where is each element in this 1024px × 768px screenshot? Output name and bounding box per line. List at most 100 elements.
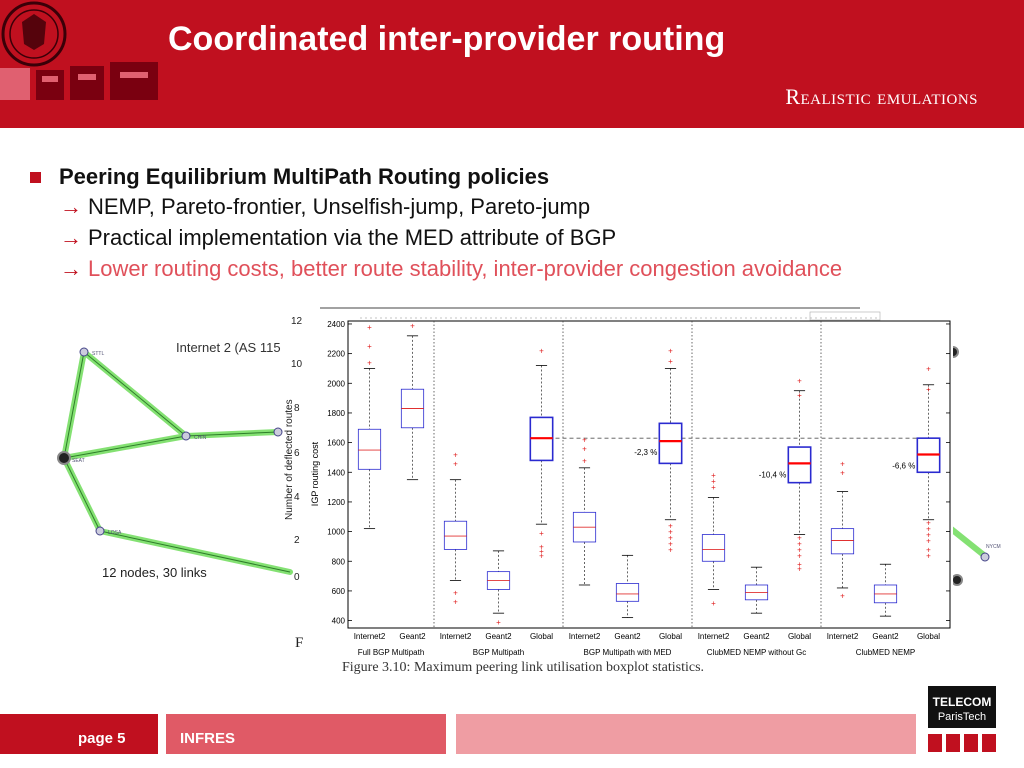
- y-tick-label: 400: [332, 617, 346, 626]
- outlier-marker: +: [840, 468, 845, 477]
- network-map: STTL CHIN SEAT LOSA NYCM Internet 2 (AS …: [57, 340, 1001, 586]
- outlier-marker: +: [926, 536, 931, 545]
- node-label: NYCM: [986, 544, 1001, 550]
- box: [787, 446, 812, 484]
- node-label: CHIN: [194, 435, 207, 441]
- outlier-marker: +: [582, 456, 587, 465]
- bullet-square-icon: [30, 171, 41, 183]
- category-label: Internet2: [440, 632, 472, 641]
- sub-bullet-1-text: NEMP, Pareto-frontier, Unselfish-jump, P…: [88, 194, 591, 219]
- category-label: Global: [530, 632, 553, 641]
- category-label: Internet2: [827, 632, 859, 641]
- chart-grid: [433, 321, 929, 628]
- sub-bullet-3: → Lower routing costs, better route stab…: [60, 255, 1008, 283]
- sub-bullet-1: → NEMP, Pareto-frontier, Unselfish-jump,…: [60, 193, 1008, 221]
- category-label: Internet2: [354, 632, 386, 641]
- category-label: Internet2: [569, 632, 601, 641]
- chart-boxes: +++ +++++++++++++++++++++++++++++++++++++…: [357, 321, 941, 627]
- figure-caption: Figure 3.10: Maximum peering link utilis…: [342, 660, 704, 675]
- y-tick-label: 800: [332, 557, 346, 566]
- category-label: Global: [659, 632, 682, 641]
- outlier-marker: +: [668, 545, 673, 554]
- bg-tick: 10: [291, 359, 303, 370]
- category-label: Global: [917, 632, 940, 641]
- sub-bullet-2: → Practical implementation via the MED a…: [60, 224, 1008, 252]
- sub-bullet-2-text: Practical implementation via the MED att…: [88, 225, 617, 250]
- annotation-label: -10,4 %: [759, 470, 787, 479]
- department-label: INFRES: [180, 730, 236, 747]
- group-label: ClubMED NEMP: [856, 648, 916, 657]
- y-tick-label: 1400: [327, 468, 345, 477]
- node-label: STTL: [92, 351, 104, 357]
- bg-ylabel: Number of deflected routes: [284, 399, 295, 520]
- y-tick-label: 2200: [327, 350, 345, 359]
- box: [443, 520, 468, 550]
- box: [357, 428, 382, 470]
- annotation-label: -6,6 %: [892, 461, 915, 470]
- footer-bar-fill: [456, 714, 916, 754]
- category-label: Geant2: [743, 632, 770, 641]
- outlier-marker: +: [711, 599, 716, 608]
- outlier-marker: +: [797, 534, 802, 543]
- y-tick-label: 1600: [327, 439, 345, 448]
- category-label: Geant2: [872, 632, 899, 641]
- group-label: BGP Multipath with MED: [584, 648, 672, 657]
- network-node-hub: [57, 451, 71, 465]
- telecom-logo-line2: ParisTech: [938, 711, 986, 723]
- outlier-marker: +: [453, 588, 458, 597]
- box: [830, 528, 855, 555]
- outlier-marker: +: [539, 551, 544, 560]
- outlier-marker: +: [926, 525, 931, 534]
- outlier-marker: +: [668, 534, 673, 543]
- category-label: Global: [788, 632, 811, 641]
- network-node-hub: [951, 574, 963, 586]
- outlier-marker: +: [797, 391, 802, 400]
- outlier-marker: +: [496, 618, 501, 627]
- outlier-marker: +: [539, 529, 544, 538]
- outlier-marker: +: [539, 347, 544, 356]
- telecom-paristech-logo: TELECOM ParisTech: [926, 684, 998, 756]
- y-tick-label: 2000: [327, 379, 345, 388]
- annotation-label: -2,3 %: [634, 448, 657, 457]
- box: [701, 534, 726, 562]
- category-label: Geant2: [399, 632, 426, 641]
- plot-area: [347, 320, 951, 629]
- outlier-marker: +: [453, 597, 458, 606]
- outlier-marker: +: [926, 364, 931, 373]
- bg-tick: 0: [294, 572, 300, 583]
- outlier-marker: +: [926, 545, 931, 554]
- outlier-marker: +: [367, 323, 372, 332]
- outlier-marker: +: [453, 450, 458, 459]
- arrow-right-icon: →: [60, 194, 82, 219]
- network-node: [95, 526, 105, 536]
- outlier-marker: +: [453, 459, 458, 468]
- box: [615, 583, 640, 602]
- group-label: BGP Multipath: [473, 648, 524, 657]
- outlier-marker: +: [410, 321, 415, 330]
- outlier-marker: +: [926, 551, 931, 560]
- outlier-marker: +: [711, 477, 716, 486]
- outlier-marker: +: [582, 445, 587, 454]
- bg-tick: 2: [294, 535, 300, 546]
- network-caption: 12 nodes, 30 links: [102, 565, 207, 580]
- outlier-marker: +: [797, 539, 802, 548]
- figure-letter: F: [295, 635, 303, 651]
- bg-tick: 8: [294, 403, 300, 414]
- outlier-marker: +: [668, 357, 673, 366]
- node-label: LOSA: [108, 530, 122, 536]
- outlier-marker: +: [367, 359, 372, 368]
- outlier-marker: +: [926, 385, 931, 394]
- slide-subtitle: Realistic emulations: [785, 84, 978, 109]
- background-axis: 12 10 8 6 4 2 0 Number of deflected rout…: [284, 316, 303, 651]
- slide-header: Coordinated inter-provider routing Reali…: [0, 0, 1024, 128]
- outlier-marker: +: [926, 519, 931, 528]
- arrow-right-icon: →: [60, 225, 82, 250]
- y-tick-label: 1000: [327, 528, 345, 537]
- outlier-marker: +: [840, 459, 845, 468]
- network-title: Internet 2 (AS 115: [176, 340, 281, 355]
- outlier-marker: +: [582, 436, 587, 445]
- outlier-marker: +: [797, 565, 802, 574]
- bullet-main: Peering Equilibrium MultiPath Routing po…: [28, 164, 1008, 190]
- group-label: ClubMED NEMP without Gc: [707, 648, 806, 657]
- telecom-logo-line1: TELECOM: [933, 695, 992, 709]
